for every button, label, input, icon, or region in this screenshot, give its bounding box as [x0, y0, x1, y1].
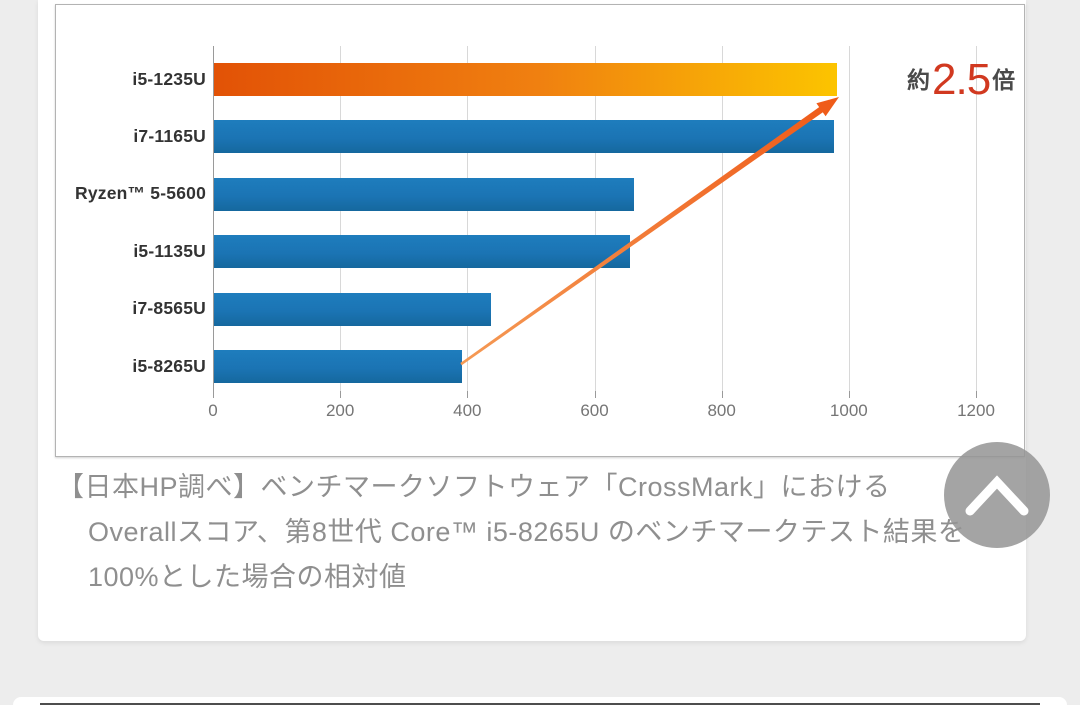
bar	[214, 350, 462, 383]
x-axis-tick	[594, 391, 596, 398]
x-tick-label: 800	[707, 401, 736, 420]
x-axis-tick	[848, 391, 850, 398]
category-label: i5-1235U	[132, 68, 206, 89]
ratio-annotation: 約 2.5 倍	[907, 55, 1025, 109]
gridline	[340, 46, 342, 391]
category-label: i5-8265U	[132, 355, 206, 376]
ratio-suffix: 倍	[992, 67, 1016, 93]
category-label: i7-8565U	[132, 298, 206, 319]
x-tick-label: 200	[325, 401, 355, 420]
ratio-value: 2.5	[932, 55, 991, 104]
bar-highlight	[214, 63, 838, 96]
content-card: 0 200 400 600 800 1000 1200 i5-1235U i7-1165U Ryz…	[38, 0, 1026, 641]
gridline	[848, 46, 850, 391]
bar	[214, 120, 834, 154]
x-tick-label: 1200	[957, 401, 995, 420]
next-section-image-edge	[40, 703, 1040, 705]
x-tick-label: 400	[453, 401, 482, 420]
x-axis-tick	[340, 391, 342, 398]
category-label: Ryzen™ 5-5600	[75, 183, 206, 204]
bar	[214, 292, 491, 326]
y-axis-line	[213, 46, 214, 398]
ratio-prefix: 約	[907, 67, 930, 93]
chart-box: 0 200 400 600 800 1000 1200 i5-1235U i7-1165U Ryz…	[55, 4, 1025, 457]
chevron-up-icon	[965, 475, 1029, 516]
x-axis-tick	[213, 391, 214, 398]
gridline	[594, 46, 596, 391]
x-axis-tick	[721, 391, 723, 398]
caption-line: 100%とした場合の相対値	[88, 562, 407, 592]
x-tick-label: 1000	[829, 401, 868, 420]
gridline	[467, 46, 469, 391]
scroll-to-top-button[interactable]	[944, 442, 1050, 548]
next-section-card	[13, 697, 1067, 705]
chart-caption: 【日本HP調べ】ベンチマークソフトウェア「CrossMark」における Over…	[57, 465, 1007, 600]
x-tick-label: 600	[580, 401, 609, 420]
category-label: i5-1135U	[133, 240, 206, 261]
gridline	[976, 46, 977, 391]
x-tick-label: 0	[208, 401, 218, 420]
category-label: i7-1165U	[133, 125, 206, 146]
bar	[214, 235, 631, 269]
bar	[214, 177, 634, 211]
caption-line: 【日本HP調べ】ベンチマークソフトウェア「CrossMark」における	[57, 472, 891, 502]
caption-line: Overallスコア、第8世代 Core™ i5-8265U のベンチマークテス…	[88, 517, 966, 547]
x-axis-tick	[976, 391, 977, 398]
x-axis-tick	[467, 391, 469, 398]
gridline	[721, 46, 723, 391]
